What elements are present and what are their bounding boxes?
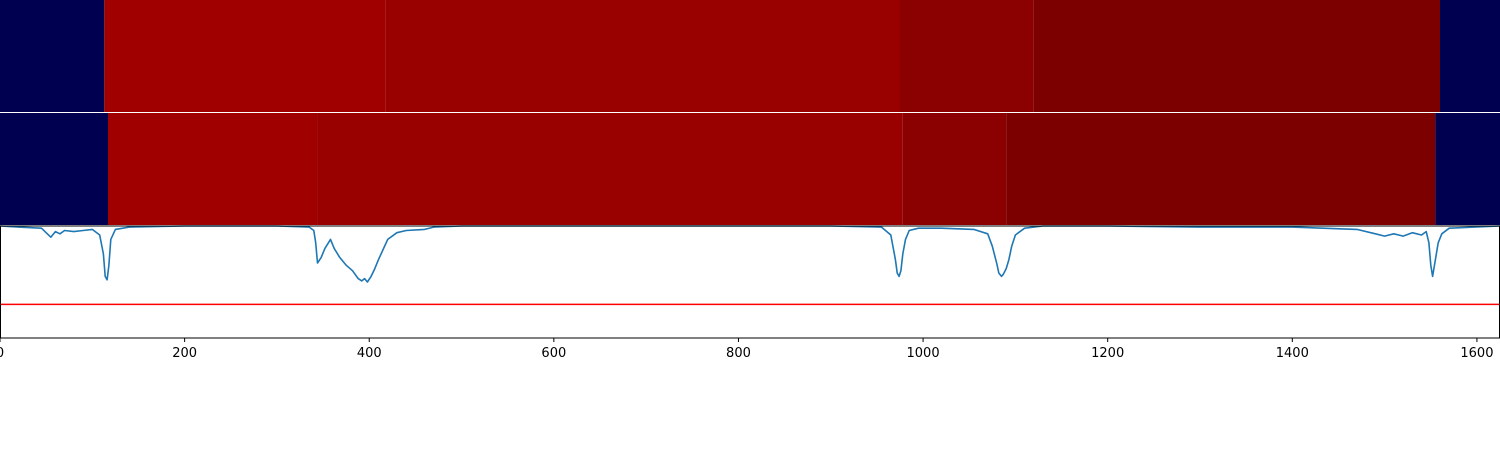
track-2-segment-2 — [108, 113, 318, 225]
track-1-segment-6 — [1440, 0, 1500, 112]
track-2-segment-3 — [317, 113, 903, 225]
x-tick-label-1400: 1400 — [1276, 346, 1309, 361]
track-2-segment-1 — [0, 113, 108, 225]
x-tick-label-1200: 1200 — [1091, 346, 1124, 361]
x-tick-label-400: 400 — [357, 346, 382, 361]
x-tick-label-1600: 1600 — [1460, 346, 1493, 361]
heatmap-track-1 — [0, 0, 1500, 112]
x-tick-label-0: 0 — [0, 346, 4, 361]
heatmap-tracks — [0, 0, 1500, 225]
x-tick-label-1000: 1000 — [907, 346, 940, 361]
x-tick-label-800: 800 — [726, 346, 751, 361]
track-1-segment-1 — [0, 0, 105, 112]
x-tick-label-200: 200 — [172, 346, 197, 361]
x-tick-label-600: 600 — [541, 346, 566, 361]
track-1-segment-3 — [385, 0, 900, 112]
track-1-segment-5 — [1033, 0, 1440, 112]
line-panel — [0, 112, 1500, 339]
track-2-segment-5 — [1006, 113, 1436, 225]
heatmap-track-2 — [0, 113, 1500, 225]
track-1-segment-2 — [104, 0, 386, 112]
track-2-segment-6 — [1435, 113, 1500, 225]
x-axis: 0 200 400 600 800 1000 1200 1400 1600 — [0, 338, 1493, 361]
track-2-segment-4 — [902, 113, 1007, 225]
track-1-segment-4 — [900, 0, 1034, 112]
